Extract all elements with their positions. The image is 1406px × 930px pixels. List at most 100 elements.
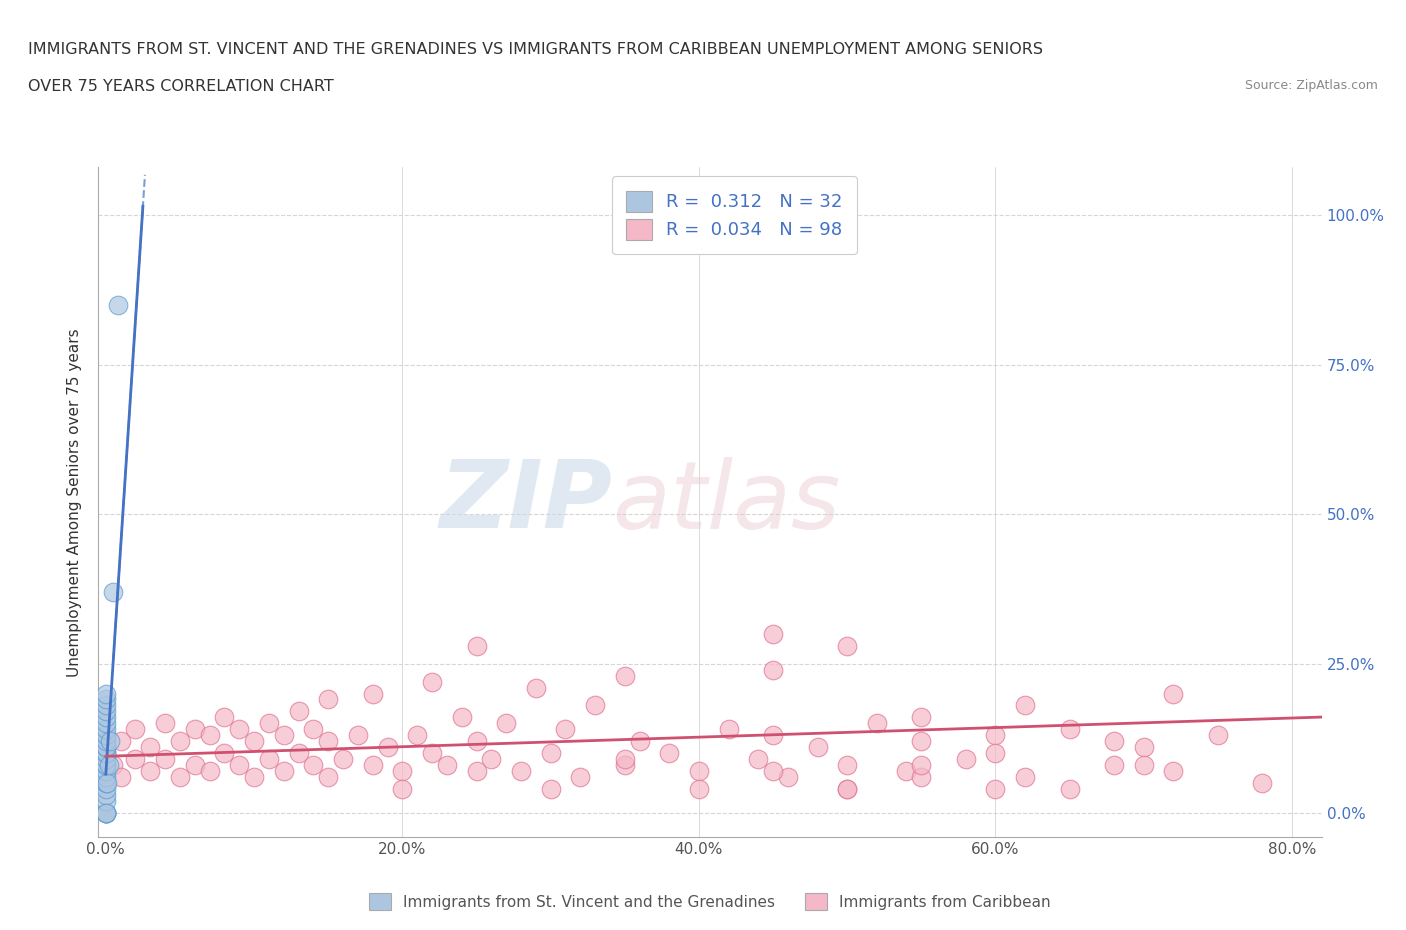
Point (169, 734, 191, 749)
Point (984, 782, 1007, 797)
Point (287, 746, 309, 761)
Point (214, 746, 236, 761)
Point (94, 776, 117, 790)
Point (94, 698, 117, 713)
Point (94, 746, 117, 761)
Point (1132, 758, 1154, 773)
Point (762, 728, 785, 743)
Point (94, 692, 117, 707)
Point (94, 686, 117, 701)
Point (110, 734, 132, 749)
Point (94, 805, 117, 820)
Point (153, 716, 176, 731)
Point (273, 728, 295, 743)
Point (510, 764, 533, 778)
Text: IMMIGRANTS FROM ST. VINCENT AND THE GRENADINES VS IMMIGRANTS FROM CARIBBEAN UNEM: IMMIGRANTS FROM ST. VINCENT AND THE GREN… (28, 42, 1043, 57)
Point (94, 722, 117, 737)
Point (94, 716, 117, 731)
Point (361, 686, 384, 701)
Point (955, 751, 977, 766)
Point (1059, 782, 1081, 797)
Point (1132, 740, 1154, 755)
Point (94, 805, 117, 820)
Point (94, 746, 117, 761)
Point (243, 770, 266, 785)
Point (214, 710, 236, 724)
Point (124, 751, 146, 766)
Point (273, 764, 295, 778)
Point (613, 668, 636, 683)
Point (465, 734, 488, 749)
Point (361, 758, 384, 773)
Point (302, 722, 325, 737)
Point (391, 782, 413, 797)
Point (94, 805, 117, 820)
Point (94, 782, 117, 797)
Point (96, 776, 118, 790)
Point (198, 728, 221, 743)
Point (554, 722, 576, 737)
Point (837, 782, 859, 797)
Point (583, 698, 606, 713)
Point (243, 734, 266, 749)
Point (837, 782, 859, 797)
Point (94, 805, 117, 820)
Point (896, 764, 918, 778)
Point (1102, 734, 1125, 749)
Text: Source: ZipAtlas.com: Source: ZipAtlas.com (1244, 79, 1378, 92)
Point (184, 758, 207, 773)
Point (866, 716, 889, 731)
Point (837, 638, 859, 653)
Point (1251, 776, 1274, 790)
Point (837, 758, 859, 773)
Point (139, 764, 162, 778)
Legend: Immigrants from St. Vincent and the Grenadines, Immigrants from Caribbean: Immigrants from St. Vincent and the Gren… (363, 886, 1057, 916)
Point (910, 734, 932, 749)
Point (1206, 728, 1229, 743)
Point (1059, 722, 1081, 737)
Point (94, 746, 117, 761)
Point (94, 758, 117, 773)
Point (613, 751, 636, 766)
Point (1102, 758, 1125, 773)
Point (98, 734, 121, 749)
Point (984, 746, 1007, 761)
Point (103, 758, 125, 773)
Point (94, 758, 117, 773)
Point (910, 758, 932, 773)
Point (94, 728, 117, 743)
Point (747, 751, 769, 766)
Point (94, 704, 117, 719)
Point (110, 770, 132, 785)
Point (762, 662, 785, 677)
Point (169, 770, 191, 785)
Point (94, 764, 117, 778)
Point (316, 770, 339, 785)
Point (524, 680, 547, 695)
Point (540, 746, 562, 761)
Point (94, 740, 117, 755)
Point (1163, 764, 1185, 778)
Point (347, 728, 370, 743)
Point (613, 758, 636, 773)
Point (776, 770, 799, 785)
Point (377, 740, 399, 755)
Point (465, 638, 488, 653)
Point (257, 716, 280, 731)
Point (94, 751, 117, 766)
Point (910, 710, 932, 724)
Point (391, 764, 413, 778)
Point (316, 734, 339, 749)
Point (688, 764, 710, 778)
Point (94, 805, 117, 820)
Point (688, 782, 710, 797)
Point (420, 674, 443, 689)
Point (436, 758, 458, 773)
Point (257, 751, 280, 766)
Point (198, 764, 221, 778)
Point (184, 722, 207, 737)
Point (762, 764, 785, 778)
Point (94, 710, 117, 724)
Point (124, 722, 146, 737)
Point (406, 728, 429, 743)
